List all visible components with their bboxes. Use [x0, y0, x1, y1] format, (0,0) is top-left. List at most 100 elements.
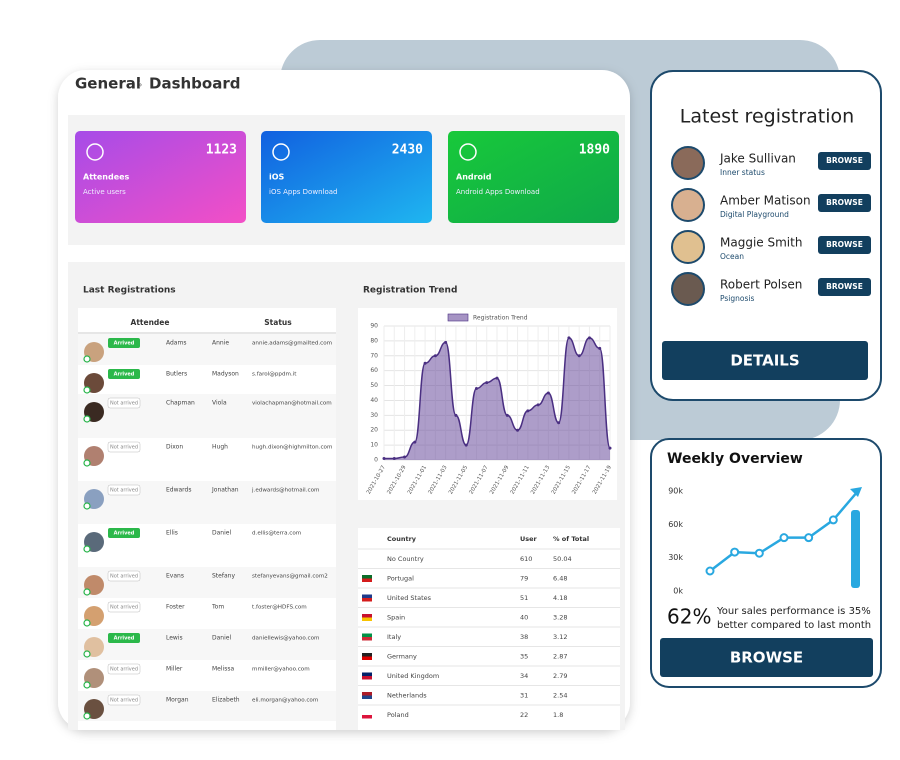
- status-dot: [83, 459, 91, 467]
- y-tick-label: 0k: [673, 587, 683, 596]
- email: mmiller@yahoo.com: [252, 667, 310, 673]
- status-badge: [107, 441, 141, 453]
- browse-label: BROWSE: [826, 282, 863, 291]
- flag: [362, 715, 372, 719]
- status-badge: [107, 397, 141, 409]
- browse-label: BROWSE: [826, 240, 863, 249]
- email: stefanyevans@gmail.com2: [252, 574, 328, 580]
- stat-icon: [272, 143, 290, 161]
- percent: 3.12: [553, 633, 567, 641]
- person-sub: Digital Playground: [720, 210, 789, 219]
- last-name: Dixon: [166, 444, 183, 451]
- flag: [362, 594, 372, 598]
- country: Germany: [387, 653, 417, 661]
- point: [705, 566, 715, 576]
- country: United States: [387, 594, 432, 602]
- first-name: Daniel: [212, 635, 231, 642]
- flag: [362, 656, 372, 660]
- first-name: Annie: [212, 340, 229, 347]
- browse-label: BROWSE: [826, 198, 863, 207]
- country: United Kingdom: [387, 672, 439, 680]
- card-title: Latest registration: [680, 106, 854, 128]
- browse-label: BROWSE: [826, 156, 863, 165]
- table-header: Country: [387, 535, 417, 543]
- point: [444, 340, 448, 344]
- country: Portugal: [387, 575, 414, 583]
- point: [577, 354, 581, 358]
- flag: [362, 695, 372, 699]
- point: [730, 547, 740, 557]
- last-name: Morgan: [166, 697, 189, 704]
- table-header: Status: [264, 318, 292, 327]
- country: Netherlands: [387, 692, 427, 700]
- first-name: Madyson: [212, 371, 239, 378]
- status-badge: [107, 570, 141, 582]
- legend-swatch: [447, 313, 469, 322]
- stat-icon: [459, 143, 477, 161]
- flag: [362, 692, 372, 696]
- avatar: [671, 188, 705, 222]
- first-name: Hugh: [212, 444, 228, 451]
- breadcrumb: General: [75, 75, 141, 93]
- browse-button[interactable]: [818, 278, 871, 296]
- point: [464, 443, 468, 447]
- flag: [362, 578, 372, 582]
- status-dot: [83, 619, 91, 627]
- percent: 6.48: [553, 575, 567, 583]
- email: hugh.dixon@highmilton.com: [252, 445, 332, 451]
- status-badge: [108, 633, 140, 643]
- browse-button[interactable]: [818, 236, 871, 254]
- browse-button[interactable]: [660, 638, 873, 677]
- percent: 50.04: [553, 555, 572, 563]
- person-sub: Psignosis: [720, 294, 754, 303]
- point: [403, 455, 407, 459]
- flag: [362, 614, 372, 618]
- browse-button[interactable]: [818, 152, 871, 170]
- stat-value: 2430: [392, 143, 423, 158]
- table-header: % of Total: [553, 535, 589, 543]
- last-name: Chapman: [166, 400, 195, 407]
- arrow-head: [850, 487, 862, 497]
- y-tick-label: 90: [370, 323, 378, 330]
- stat-subtitle: iOS Apps Download: [269, 188, 337, 196]
- last-name: Edwards: [166, 487, 191, 494]
- point: [828, 515, 838, 525]
- avatar: [671, 230, 705, 264]
- point: [454, 413, 458, 417]
- y-tick-label: 30: [370, 412, 378, 419]
- point: [804, 533, 814, 543]
- users: 610: [520, 555, 532, 563]
- point: [516, 428, 520, 432]
- status: Not arrived: [110, 574, 138, 580]
- point: [557, 421, 561, 425]
- y-tick-label: 90k: [668, 487, 683, 496]
- point: [392, 457, 396, 461]
- y-tick-label: 20: [370, 427, 378, 434]
- flag: [362, 598, 372, 602]
- point: [598, 346, 602, 350]
- y-tick-label: 60k: [668, 520, 683, 529]
- point: [413, 440, 417, 444]
- percent: 2.79: [553, 672, 567, 680]
- country: Italy: [387, 633, 401, 641]
- point: [754, 548, 764, 558]
- card-title: Weekly Overview: [667, 451, 803, 467]
- status-dot: [83, 502, 91, 510]
- details-button[interactable]: [662, 341, 868, 380]
- stat-text: Your sales performance is 35%: [716, 606, 871, 617]
- flag: [362, 653, 372, 657]
- status: Arrived: [114, 531, 135, 537]
- person-name: Maggie Smith: [720, 236, 802, 250]
- email: s.farol@ppdm.it: [252, 372, 297, 378]
- browse-button[interactable]: [818, 194, 871, 212]
- area: [384, 337, 610, 460]
- status-dot: [83, 545, 91, 553]
- percent: 2.54: [553, 692, 567, 700]
- flag: [362, 676, 372, 680]
- status: Not arrived: [110, 445, 138, 451]
- breadcrumb: Dashboard: [149, 75, 240, 93]
- last-name: Foster: [166, 604, 185, 611]
- stat-value: 1890: [579, 143, 610, 158]
- browse-label: BROWSE: [730, 649, 803, 667]
- flag: [362, 633, 372, 637]
